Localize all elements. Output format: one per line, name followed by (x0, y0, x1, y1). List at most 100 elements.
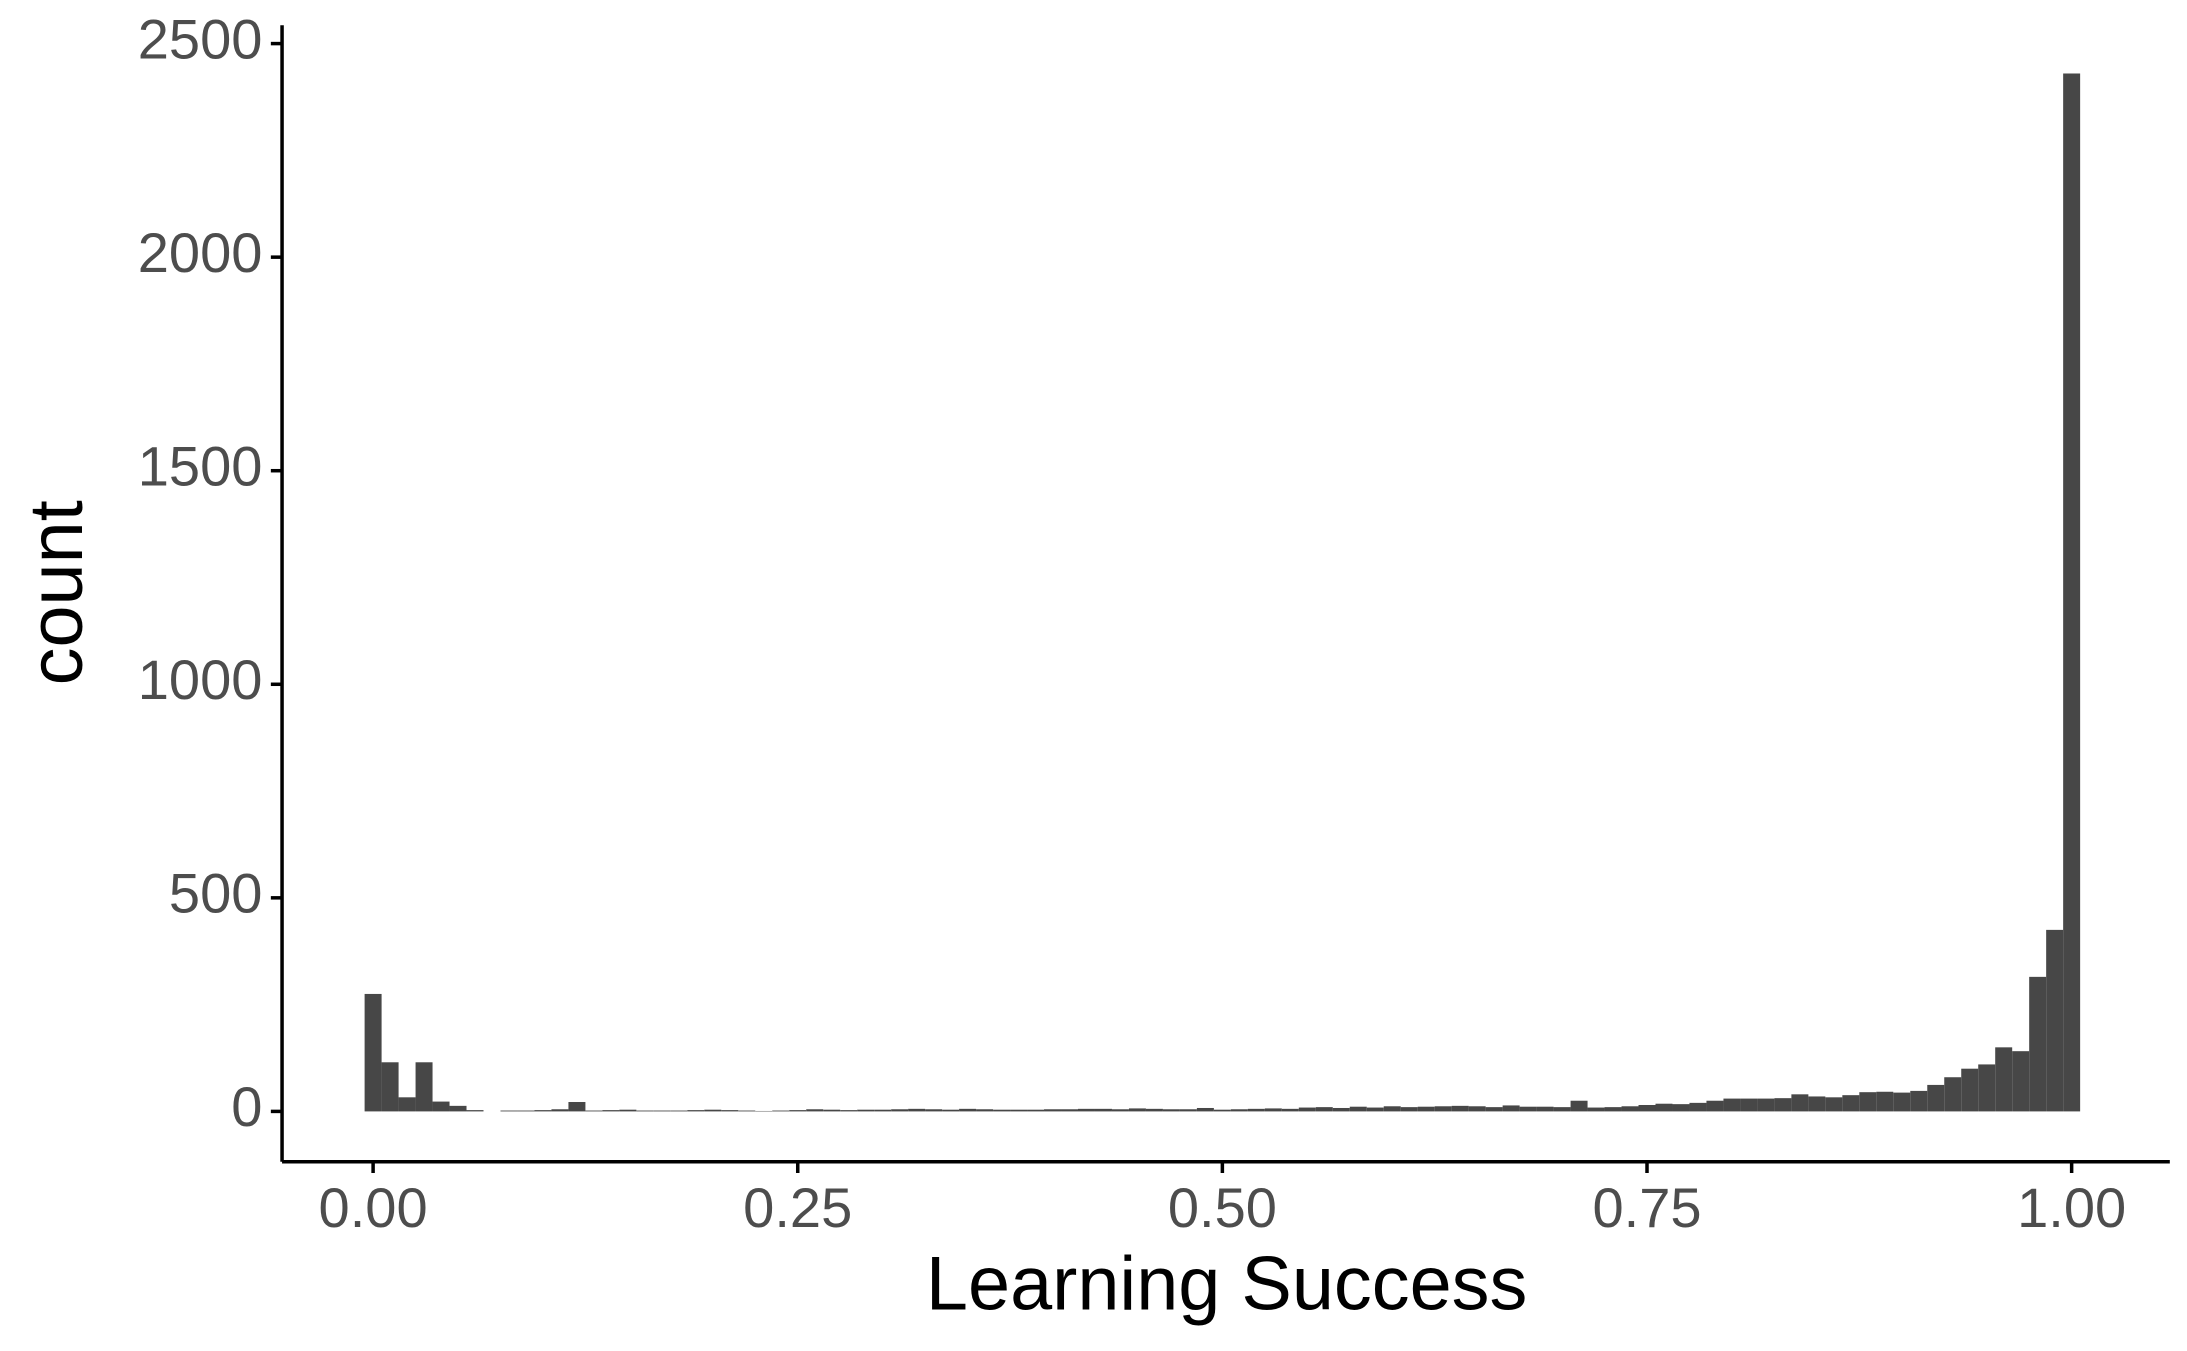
bar (1434, 1106, 1452, 1112)
bar (1553, 1107, 1571, 1112)
bar (891, 1109, 909, 1112)
bar (1417, 1106, 1435, 1112)
bar (1077, 1108, 1095, 1112)
bar (1638, 1104, 1656, 1112)
bar (1044, 1109, 1062, 1112)
bar (2063, 73, 2081, 1112)
bar (568, 1102, 586, 1112)
bar (1332, 1107, 1350, 1112)
bar (1927, 1084, 1945, 1112)
bar (1842, 1095, 1860, 1112)
bar (551, 1109, 569, 1112)
bar (1315, 1107, 1333, 1112)
bar (1010, 1109, 1028, 1112)
bar (1247, 1108, 1265, 1112)
x-tick-label: 0.25 (743, 1176, 852, 1239)
bar (1383, 1106, 1401, 1112)
bar (1485, 1107, 1503, 1112)
y-tick-label: 2500 (138, 7, 263, 70)
bar (500, 1110, 518, 1112)
bar (1791, 1094, 1809, 1112)
bar (1723, 1098, 1741, 1112)
bar (993, 1109, 1011, 1112)
bar (874, 1109, 892, 1112)
bar (772, 1110, 790, 1112)
bar (1978, 1064, 1996, 1112)
bar (381, 1062, 399, 1112)
bar (619, 1109, 637, 1112)
bar (1451, 1105, 1469, 1112)
bar (1519, 1106, 1537, 1112)
bar (670, 1110, 688, 1112)
bar (1587, 1107, 1605, 1112)
bar (1706, 1100, 1724, 1112)
bar (1111, 1109, 1129, 1112)
bar (1468, 1106, 1486, 1112)
bar (1502, 1105, 1520, 1112)
bar (364, 993, 382, 1112)
bar (1825, 1097, 1843, 1112)
bar (1604, 1107, 1622, 1112)
y-tick-label: 500 (169, 862, 263, 925)
x-tick-label: 0.00 (319, 1176, 428, 1239)
bar (1961, 1068, 1979, 1112)
x-tick-label: 1.00 (2017, 1176, 2126, 1239)
bar (1366, 1107, 1384, 1112)
bar (942, 1109, 960, 1112)
bar (2012, 1051, 2030, 1112)
x-tick-label: 0.50 (1168, 1176, 1277, 1239)
bar (1349, 1106, 1367, 1112)
bar (1689, 1102, 1707, 1112)
bar (1757, 1098, 1775, 1112)
bar (789, 1110, 807, 1112)
bar (738, 1110, 756, 1112)
bar (704, 1109, 722, 1112)
y-axis-title: count (14, 500, 99, 685)
x-tick-label: 0.75 (1592, 1176, 1701, 1239)
bar (517, 1110, 535, 1112)
bar (432, 1101, 450, 1112)
y-tick-label: 1000 (138, 648, 263, 711)
bar (1094, 1108, 1112, 1112)
bar (449, 1105, 467, 1112)
bar (1672, 1104, 1690, 1112)
bar (2029, 976, 2047, 1112)
bar (2046, 929, 2064, 1112)
bar (908, 1108, 926, 1112)
bar (1145, 1108, 1163, 1112)
bar (1774, 1098, 1792, 1112)
bar (1196, 1107, 1214, 1112)
bar (1061, 1109, 1078, 1112)
bar (1944, 1077, 1962, 1112)
bar (925, 1109, 943, 1112)
bar (585, 1110, 603, 1112)
bar (466, 1110, 484, 1112)
bar (1808, 1096, 1826, 1112)
bar (1859, 1092, 1877, 1112)
bar (840, 1110, 858, 1112)
bar (1893, 1092, 1911, 1112)
y-tick-label: 2000 (138, 221, 263, 284)
bar (398, 1097, 416, 1112)
bar (1740, 1098, 1758, 1112)
bar (1230, 1109, 1248, 1112)
y-tick-label: 1500 (138, 435, 263, 498)
bar (1570, 1100, 1588, 1112)
bar (1995, 1047, 2013, 1112)
bar (602, 1110, 620, 1112)
bar (959, 1108, 977, 1112)
bar (823, 1109, 841, 1112)
bar (653, 1110, 671, 1112)
bar (1621, 1106, 1639, 1112)
bar (1264, 1108, 1282, 1112)
bar (857, 1109, 875, 1112)
bar (534, 1110, 552, 1112)
bar (1536, 1106, 1554, 1112)
bar (1281, 1108, 1299, 1112)
bar (1910, 1090, 1928, 1112)
bar (1027, 1109, 1045, 1112)
bar (1128, 1108, 1146, 1112)
bar (1162, 1109, 1180, 1112)
bar (687, 1110, 705, 1112)
